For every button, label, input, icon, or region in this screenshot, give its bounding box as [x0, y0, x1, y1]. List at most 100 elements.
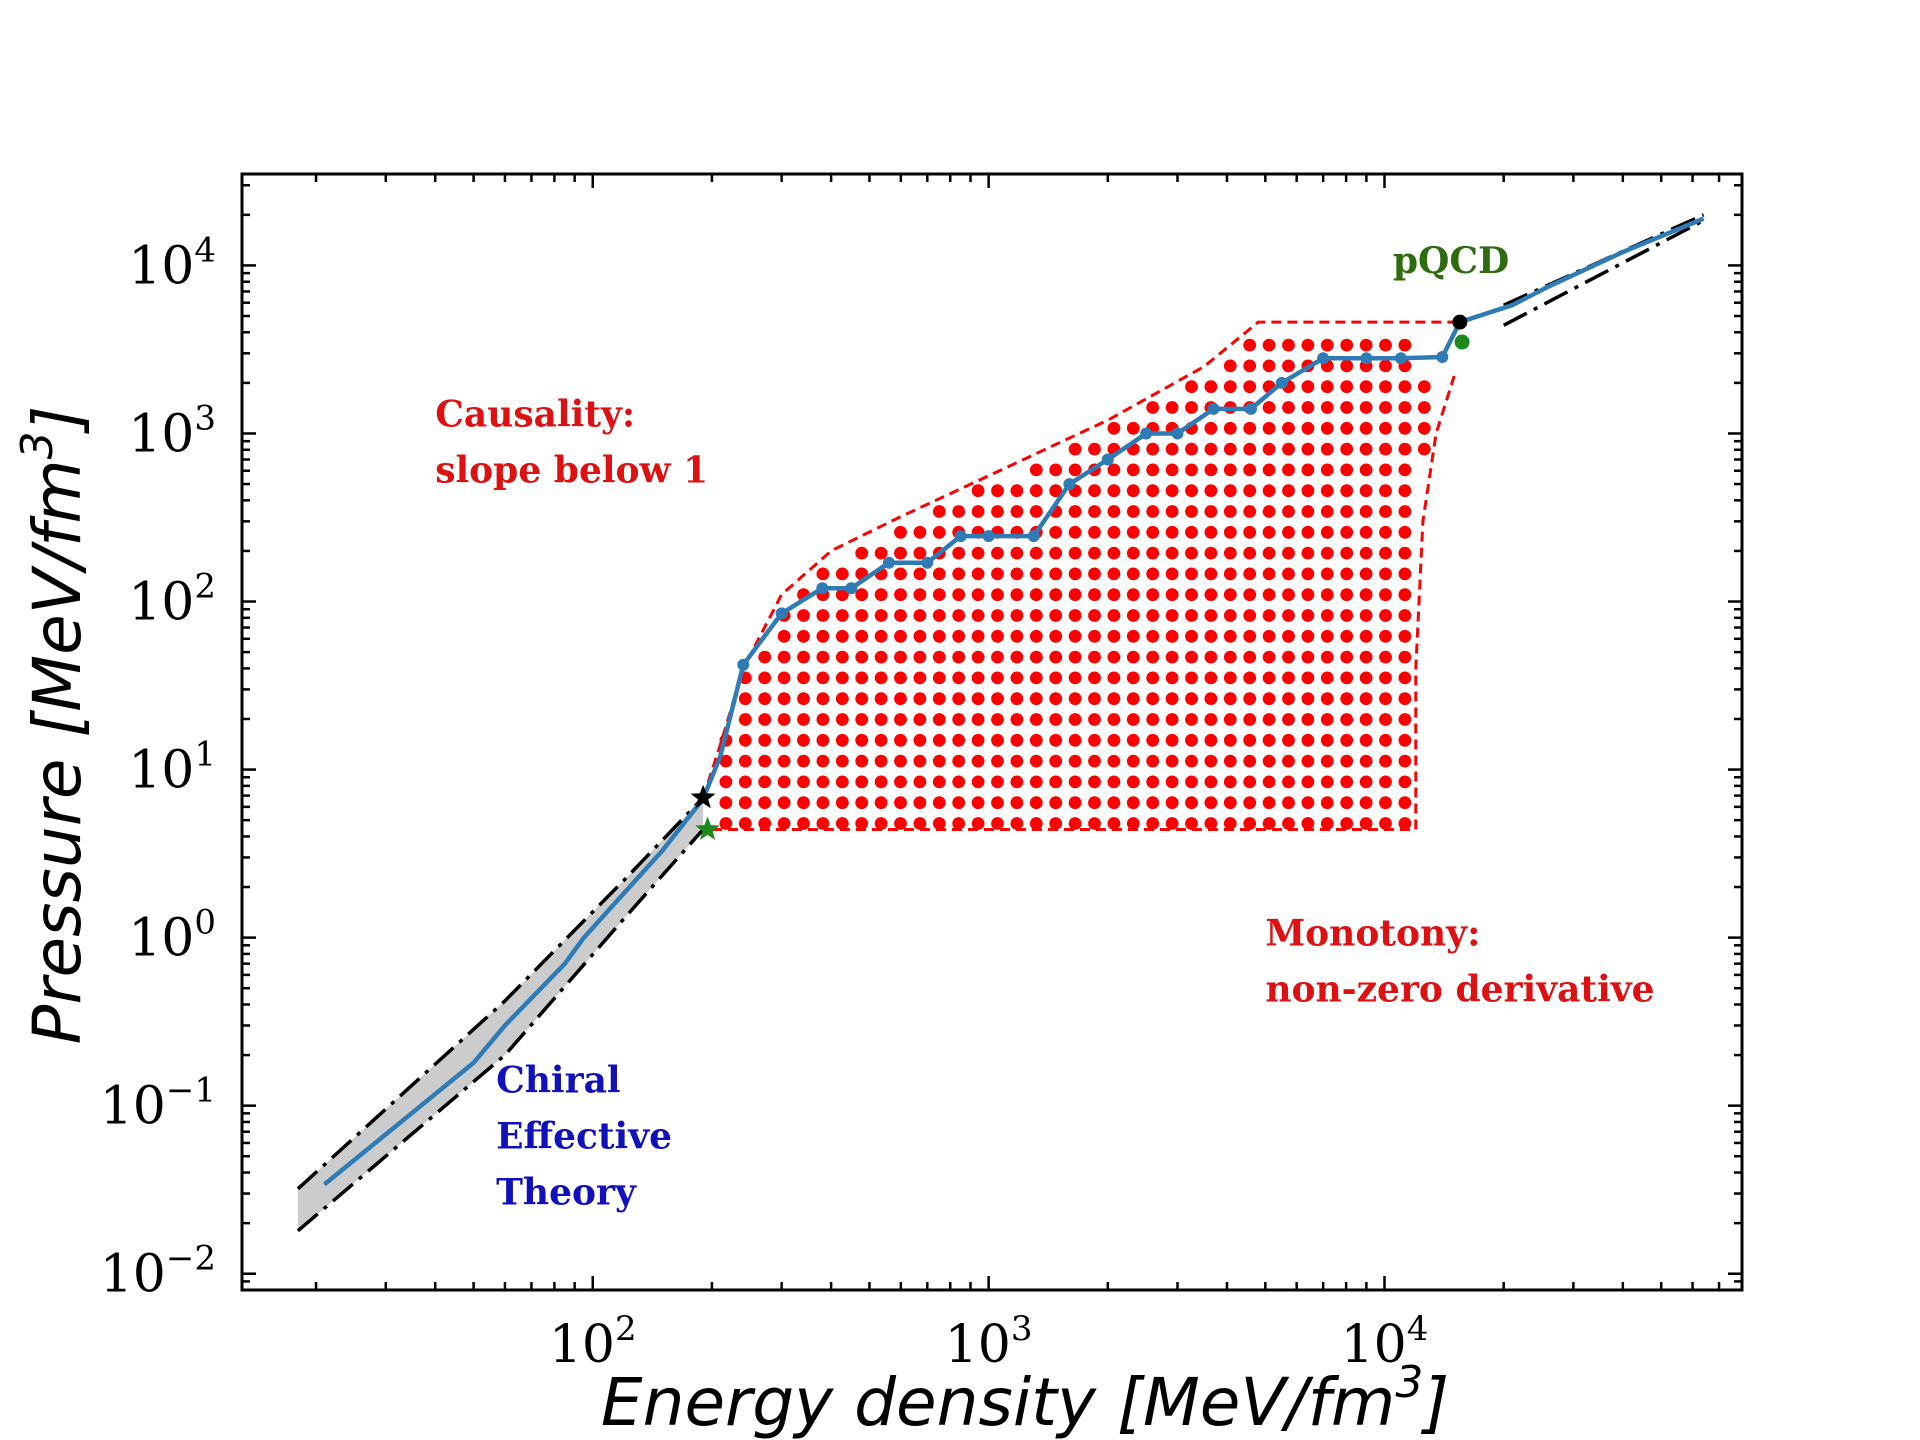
- constraint-dot: [1146, 588, 1160, 602]
- constraint-dot: [738, 754, 752, 768]
- green-star-marker: [695, 816, 720, 840]
- constraint-dot: [1379, 650, 1392, 664]
- constraint-dot: [719, 817, 733, 830]
- constraint-dot: [1010, 505, 1024, 518]
- constraint-dot: [816, 650, 830, 664]
- constraint-dot: [1282, 567, 1295, 581]
- constraint-dot: [1320, 421, 1334, 435]
- constraint-dot: [1049, 650, 1063, 664]
- causality-boundary: [701, 320, 1455, 799]
- constraint-dot: [1223, 692, 1237, 706]
- y-tick-label: 103: [128, 398, 216, 464]
- eos-point: [882, 556, 895, 569]
- constraint-dot: [1340, 671, 1354, 685]
- constraint-dot: [1223, 484, 1237, 498]
- constraint-dot: [1262, 359, 1276, 373]
- constraint-dot: [1262, 671, 1276, 685]
- eos-point: [1207, 402, 1220, 415]
- constraint-dot: [1185, 401, 1198, 414]
- constraint-dot: [1204, 692, 1218, 706]
- constraint-dot: [991, 567, 1004, 581]
- constraint-dot: [1379, 421, 1392, 435]
- constraint-dot: [1068, 775, 1082, 789]
- constraint-dot: [1359, 692, 1373, 706]
- constraint-dot: [1165, 650, 1179, 664]
- constraint-dot: [1088, 754, 1101, 768]
- constraint-dot: [1359, 796, 1373, 810]
- constraint-dot: [1301, 401, 1315, 414]
- constraint-dot: [758, 775, 772, 789]
- constraint-dot: [835, 609, 849, 622]
- constraint-dot: [1340, 505, 1354, 518]
- constraint-dot: [991, 546, 1004, 560]
- constraint-dot: [913, 796, 927, 810]
- x-tick-label: 104: [1341, 1309, 1429, 1375]
- constraint-dot: [1301, 775, 1315, 789]
- constraint-dot: [1301, 671, 1315, 685]
- constraint-dot: [971, 484, 985, 498]
- constraint-dot: [1223, 650, 1237, 664]
- eos-point: [1360, 352, 1373, 365]
- constraint-dot: [1301, 713, 1315, 726]
- constraint-dot: [971, 650, 985, 664]
- constraint-dot: [1340, 733, 1354, 747]
- constraint-dot: [777, 713, 791, 726]
- y-tick-label: 101: [128, 735, 216, 801]
- constraint-dot: [1320, 380, 1334, 394]
- constraint-dot: [1223, 505, 1237, 518]
- constraint-dot: [1243, 713, 1257, 726]
- eos-point: [1063, 478, 1076, 491]
- constraint-dot: [1185, 380, 1198, 394]
- constraint-dot: [1146, 650, 1160, 664]
- constraint-dot: [1185, 588, 1198, 602]
- constraint-region-layer: [701, 320, 1456, 831]
- constraint-dot: [1126, 692, 1140, 706]
- constraint-dot: [1126, 629, 1140, 643]
- constraint-dot: [1029, 567, 1043, 581]
- constraint-dot: [1185, 609, 1198, 622]
- constraint-dot: [1262, 754, 1276, 768]
- constraint-dot: [1359, 338, 1373, 352]
- constraint-dot: [1320, 525, 1334, 539]
- constraint-dot: [894, 525, 907, 539]
- constraint-dot: [1262, 505, 1276, 518]
- constraint-dot: [835, 650, 849, 664]
- constraint-dot: [952, 713, 966, 726]
- constraint-dot: [1107, 567, 1121, 581]
- constraint-dot: [1204, 567, 1218, 581]
- constraint-dot: [1126, 713, 1140, 726]
- constraint-dot: [1320, 505, 1334, 518]
- constraint-dot: [1107, 463, 1121, 477]
- constraint-dot: [1126, 796, 1140, 810]
- constraint-dot: [1379, 692, 1392, 706]
- constraint-dot: [1320, 629, 1334, 643]
- eos-point: [775, 607, 788, 620]
- constraint-dot: [855, 692, 869, 706]
- constraint-dot: [913, 692, 927, 706]
- constraint-dot: [1243, 463, 1257, 477]
- constraint-dot: [952, 650, 966, 664]
- constraint-dot: [1165, 525, 1179, 539]
- constraint-dot: [1049, 567, 1063, 581]
- constraint-dot: [1243, 484, 1257, 498]
- constraint-dot: [738, 817, 752, 830]
- constraint-dot: [1262, 609, 1276, 622]
- y-tick-label: 104: [128, 230, 216, 296]
- constraint-dot: [1029, 505, 1043, 518]
- constraint-dot: [1049, 588, 1063, 602]
- constraint-dot: [1320, 338, 1334, 352]
- constraint-dot: [1223, 733, 1237, 747]
- constraint-dot: [1379, 817, 1392, 830]
- constraint-dot: [1359, 380, 1373, 394]
- y-tick-label: 10−2: [100, 1239, 216, 1305]
- constraint-dot: [1282, 505, 1295, 518]
- ticks-layer: [242, 174, 1744, 1292]
- constraint-dot: [1340, 796, 1354, 810]
- constraint-dot: [874, 733, 888, 747]
- constraint-dot: [1340, 401, 1354, 414]
- constraint-dot: [1029, 713, 1043, 726]
- constraint-dot: [1359, 609, 1373, 622]
- constraint-dot: [1146, 463, 1160, 477]
- constraint-dot: [1262, 817, 1276, 830]
- constraint-dot: [1379, 671, 1392, 685]
